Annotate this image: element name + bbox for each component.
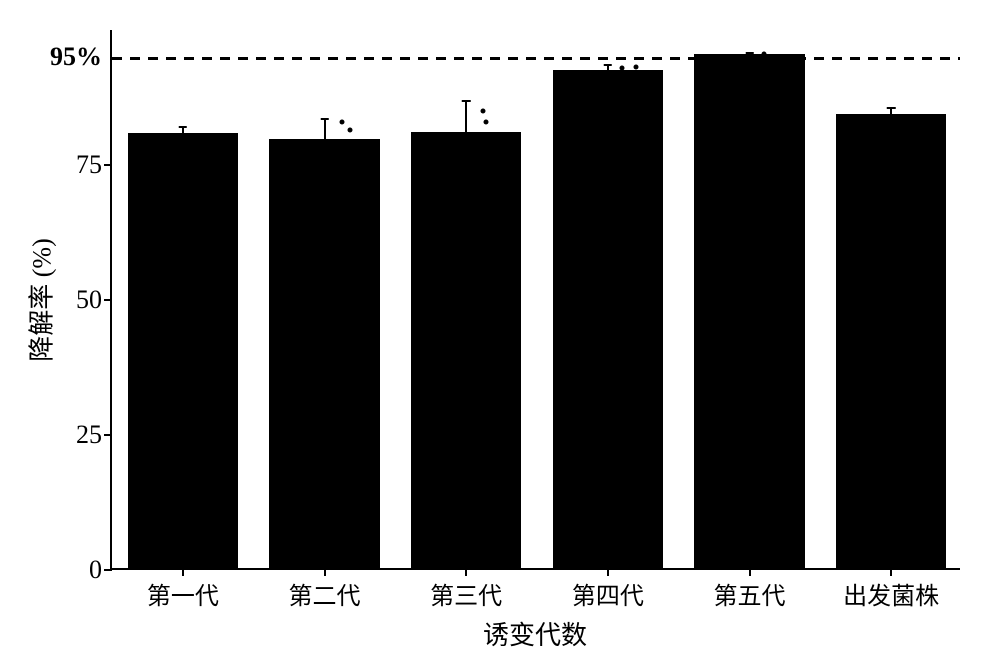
bar (269, 139, 380, 568)
data-point (761, 52, 766, 57)
data-point (339, 119, 344, 124)
bar-chart: 025507595%第一代第二代第三代第四代第五代出发菌株 降解率 (%) 诱变… (0, 0, 1000, 661)
reference-line (112, 57, 960, 60)
error-bar-cap (887, 107, 896, 109)
x-tick-label: 第五代 (714, 568, 786, 611)
y-axis-label: 降解率 (%) (22, 238, 59, 361)
bar (411, 132, 522, 568)
bar (553, 70, 664, 568)
error-bar-cap (320, 118, 329, 120)
data-point (620, 65, 625, 70)
y-tick-label: 25 (76, 420, 112, 450)
y-tick-label: 75 (76, 150, 112, 180)
data-point (348, 127, 353, 132)
data-point (634, 64, 639, 69)
x-tick-label: 第三代 (430, 568, 502, 611)
error-bar (607, 65, 609, 72)
error-bar-cap (462, 100, 471, 102)
plot-area: 025507595%第一代第二代第三代第四代第五代出发菌株 (110, 30, 960, 570)
error-bar-cap (745, 52, 754, 54)
bar (836, 114, 947, 568)
y-tick-label: 50 (76, 285, 112, 315)
x-tick-label: 第二代 (289, 568, 361, 611)
error-bar-cap (604, 64, 613, 66)
x-tick-label: 第四代 (572, 568, 644, 611)
bar (128, 133, 239, 568)
data-point (484, 119, 489, 124)
error-bar (182, 127, 184, 135)
x-tick-label: 出发菌株 (843, 568, 939, 611)
error-bar (465, 101, 467, 133)
error-bar-cap (179, 126, 188, 128)
bar (694, 54, 805, 568)
x-tick-label: 第一代 (147, 568, 219, 611)
y-tick-label: 0 (89, 555, 112, 585)
error-bar (890, 108, 892, 116)
x-axis-label: 诱变代数 (483, 615, 587, 652)
reference-line-label: 95% (50, 42, 112, 72)
error-bar (324, 119, 326, 141)
data-point (481, 109, 486, 114)
